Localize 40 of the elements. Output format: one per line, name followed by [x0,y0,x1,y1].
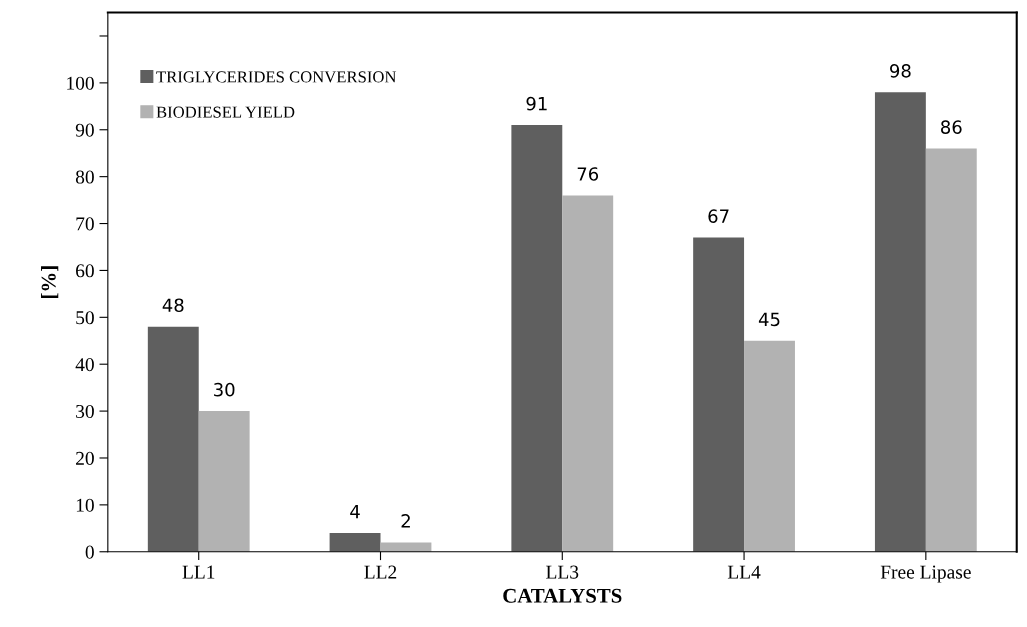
y-tick-label: 40 [75,358,94,372]
bar [147,326,199,552]
bar [511,125,563,552]
x-axis-title: CATALYSTS [503,588,622,603]
x-tick-label: LL4 [727,565,761,579]
x-tick-label: LL3 [546,565,579,579]
y-tick-label: 50 [76,311,94,325]
bar [562,195,614,552]
data-label: 76 [577,167,599,181]
bar [380,542,432,552]
x-tick-label: LL1 [182,565,215,579]
y-tick-label: 70 [76,217,94,231]
y-tick-label: 80 [75,170,94,184]
data-label: 98 [890,63,911,78]
data-label: 48 [162,298,184,313]
y-tick-label: 60 [76,264,94,278]
data-label: 91 [526,96,547,111]
bar [925,148,977,552]
data-label: 30 [214,382,235,397]
y-axis-title: [%] [41,266,59,298]
y-tick-label: 90 [75,123,94,137]
data-label: 2 [401,514,410,528]
legend-label: BIODIESEL YIELD [156,106,295,118]
data-label: 4 [350,504,360,519]
y-tick-label: 0 [85,545,94,559]
legend-label: TRIGLYCERIDES CONVERSION [156,71,397,83]
bar [693,237,745,552]
data-label: 45 [758,312,780,327]
y-tick-label: 10 [76,498,94,512]
bar [744,340,795,552]
y-tick-label: 100 [67,76,94,90]
bar [198,411,250,552]
y-tick-label: 20 [76,451,94,465]
data-label: 67 [708,209,729,223]
y-tick-label: 30 [76,404,94,419]
data-label: 86 [941,120,962,134]
bar [329,533,381,552]
bar [874,92,926,552]
x-tick-label: Free Lipase [880,565,971,583]
x-tick-label: LL2 [364,565,397,579]
